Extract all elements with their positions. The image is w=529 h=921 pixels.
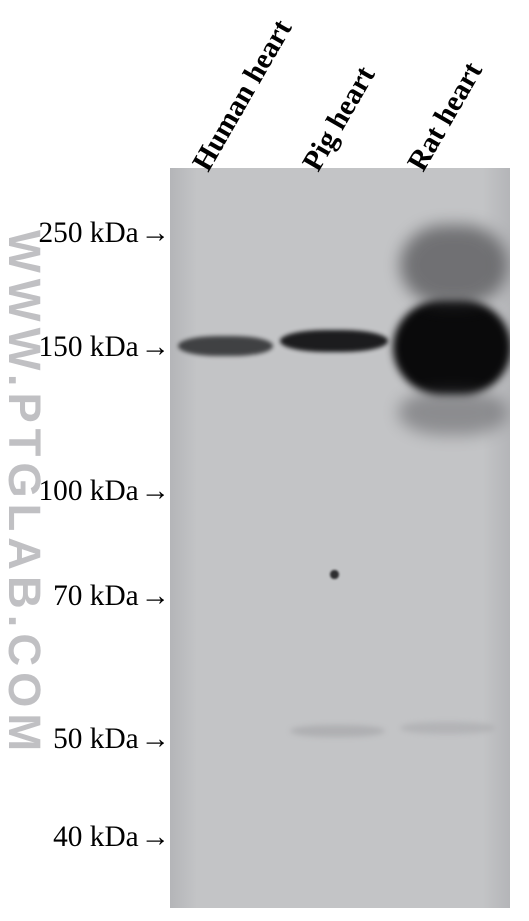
blot-band: [290, 725, 385, 737]
arrow-icon: →: [141, 821, 170, 854]
arrow-icon: →: [141, 723, 170, 756]
mw-marker-label: 100 kDa: [38, 475, 138, 508]
mw-marker-50: 50 kDa→: [2, 723, 170, 756]
mw-marker-label: 40 kDa: [53, 821, 139, 854]
mw-marker-150: 150 kDa→: [2, 331, 170, 364]
lane-label-rat-heart: Rat heart: [401, 57, 489, 177]
arrow-icon: →: [141, 475, 170, 508]
arrow-icon: →: [141, 580, 170, 613]
blot-membrane: [170, 168, 510, 908]
arrow-icon: →: [141, 217, 170, 250]
blot-band: [280, 330, 388, 352]
arrow-icon: →: [141, 331, 170, 364]
blot-figure: WWW.PTGLAB.COM Human heart Pig heart Rat…: [0, 0, 529, 921]
blot-band: [398, 390, 508, 435]
mw-marker-label: 250 kDa: [38, 217, 138, 250]
lane-label-human-heart: Human heart: [186, 14, 299, 177]
mw-marker-100: 100 kDa→: [2, 475, 170, 508]
blot-band: [178, 336, 273, 356]
mw-markers-group: 250 kDa→ 150 kDa→ 100 kDa→ 70 kDa→ 50 kD…: [0, 0, 170, 921]
mw-marker-70: 70 kDa→: [2, 580, 170, 613]
mw-marker-250: 250 kDa→: [2, 217, 170, 250]
blot-band: [400, 722, 495, 734]
blot-band: [400, 225, 508, 305]
mw-marker-40: 40 kDa→: [2, 821, 170, 854]
blot-band: [330, 570, 339, 579]
blot-band: [393, 300, 510, 395]
lane-label-pig-heart: Pig heart: [296, 61, 382, 177]
mw-marker-label: 150 kDa: [38, 331, 138, 364]
mw-marker-label: 50 kDa: [53, 723, 139, 756]
mw-marker-label: 70 kDa: [53, 580, 139, 613]
